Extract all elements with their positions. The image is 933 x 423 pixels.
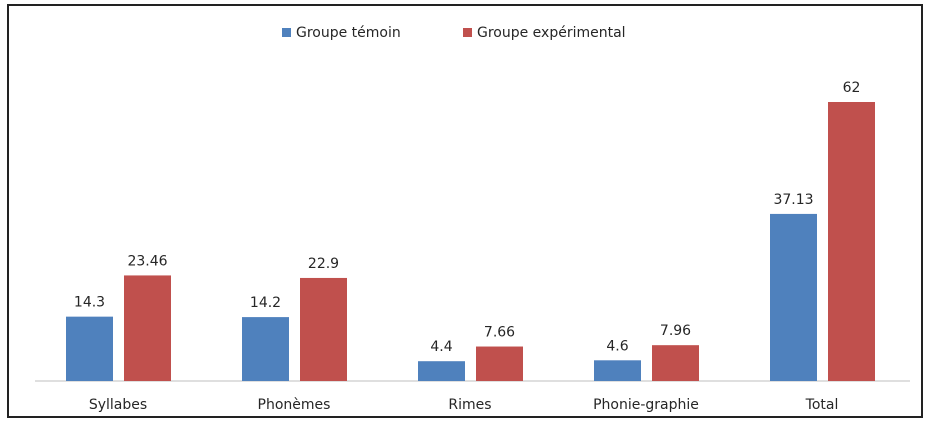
x-tick-label: Rimes [448, 397, 491, 413]
data-label: 4.6 [606, 338, 628, 354]
bar [652, 345, 699, 381]
bar [418, 361, 465, 381]
bar [300, 277, 347, 381]
bar [476, 346, 523, 381]
data-label: 7.96 [660, 323, 691, 339]
legend-swatch [463, 28, 472, 37]
bar [594, 360, 641, 381]
data-label: 14.3 [74, 295, 105, 311]
bar [124, 275, 171, 381]
bar [242, 317, 289, 381]
data-label: 37.13 [773, 192, 813, 208]
bar [66, 316, 113, 381]
bar [828, 102, 875, 381]
legend-swatch [282, 28, 291, 37]
legend-label: Groupe expérimental [477, 25, 626, 41]
legend-label: Groupe témoin [296, 25, 401, 41]
data-label: 23.46 [127, 253, 167, 269]
data-label: 14.2 [250, 295, 281, 311]
data-label: 7.66 [484, 325, 515, 341]
data-label: 4.4 [430, 339, 452, 355]
x-tick-label: Phonèmes [258, 397, 331, 413]
data-label: 22.9 [308, 256, 339, 272]
data-label: 62 [843, 80, 861, 96]
x-tick-label: Total [805, 397, 839, 413]
x-tick-label: Phonie-graphie [593, 397, 699, 413]
bar [770, 213, 817, 381]
x-tick-label: Syllabes [89, 397, 147, 413]
